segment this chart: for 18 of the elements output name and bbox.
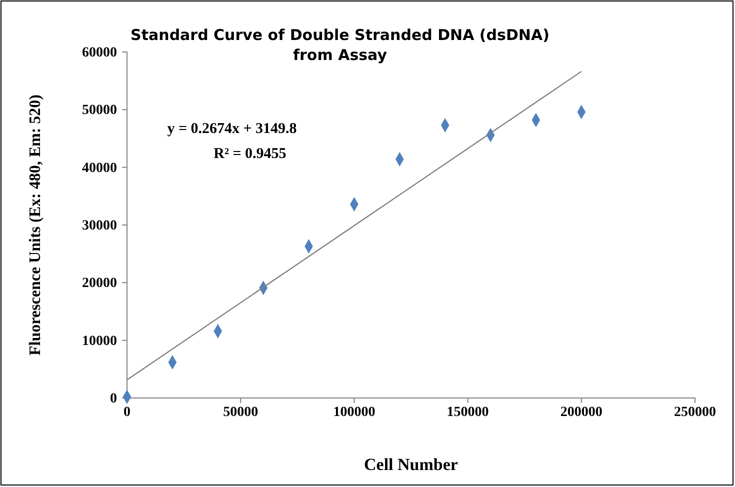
x-tick-label: 0: [124, 404, 130, 420]
y-axis-title: Fluorescence Units (Ex: 480, Em: 520): [27, 94, 44, 356]
chart-title: Standard Curve of Double Stranded DNA (dsDNA) from Assay: [130, 26, 550, 64]
y-tick-label: 20000: [82, 276, 117, 292]
y-tick-label: 60000: [82, 45, 117, 60]
x-tick-label: 100000: [333, 404, 376, 420]
y-tick-label: 50000: [82, 103, 117, 118]
x-tick-label: 250000: [674, 404, 716, 420]
x-tick-label: 50000: [223, 404, 258, 420]
x-axis-title: Cell Number: [364, 455, 458, 474]
y-tick-label: 30000: [82, 218, 117, 234]
x-tick-label: 150000: [446, 404, 489, 420]
y-tick-label: 0: [110, 391, 117, 406]
y-tick-label: 10000: [82, 334, 117, 349]
x-tick-label: 200000: [560, 404, 602, 420]
y-tick-label: 40000: [82, 160, 117, 176]
annotation: y = 0.2674x + 3149.8: [167, 121, 297, 137]
annotation: R² = 0.9455: [214, 146, 286, 162]
